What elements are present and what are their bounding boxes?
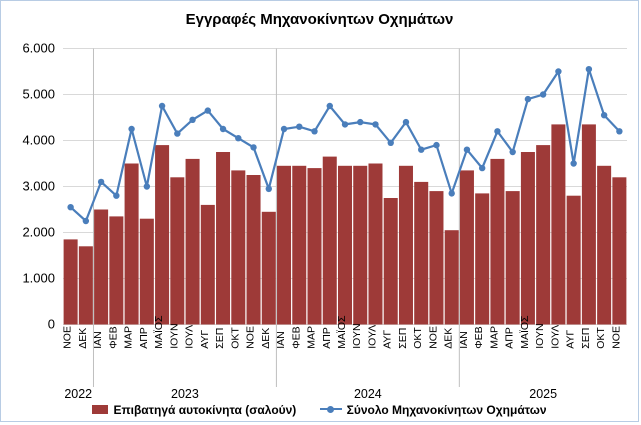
svg-text:ΙΑΝ: ΙΑΝ	[458, 331, 470, 349]
svg-text:ΔΕΚ: ΔΕΚ	[443, 328, 455, 349]
svg-text:ΔΕΚ: ΔΕΚ	[77, 328, 89, 349]
svg-text:ΙΟΥΝ: ΙΟΥΝ	[534, 323, 546, 348]
svg-text:ΜΑΡ: ΜΑΡ	[123, 326, 135, 349]
svg-text:ΑΠΡ: ΑΠΡ	[138, 327, 150, 349]
svg-text:3.000: 3.000	[22, 179, 55, 194]
svg-text:ΔΕΚ: ΔΕΚ	[260, 328, 272, 349]
svg-text:ΟΚΤ: ΟΚΤ	[412, 327, 424, 349]
svg-text:ΝΟΕ: ΝΟΕ	[610, 326, 622, 349]
svg-text:ΟΚΤ: ΟΚΤ	[229, 327, 241, 349]
svg-text:ΑΥΓ: ΑΥΓ	[565, 330, 577, 349]
svg-text:ΑΠΡ: ΑΠΡ	[504, 327, 516, 349]
svg-text:ΦΕΒ: ΦΕΒ	[107, 326, 119, 348]
svg-text:5.000: 5.000	[22, 87, 55, 102]
svg-text:2023: 2023	[171, 387, 199, 401]
svg-text:ΣΕΠ: ΣΕΠ	[580, 328, 592, 349]
svg-text:ΜΑΪΟΣ: ΜΑΪΟΣ	[519, 315, 531, 349]
svg-text:6.000: 6.000	[22, 41, 55, 56]
svg-text:ΑΥΓ: ΑΥΓ	[382, 330, 394, 349]
svg-text:ΜΑΡ: ΜΑΡ	[488, 326, 500, 349]
svg-text:ΑΥΓ: ΑΥΓ	[199, 330, 211, 349]
svg-text:ΣΕΠ: ΣΕΠ	[397, 328, 409, 349]
svg-text:4.000: 4.000	[22, 133, 55, 148]
svg-text:ΙΟΥΛ: ΙΟΥΛ	[184, 325, 196, 349]
svg-text:2025: 2025	[529, 387, 557, 401]
svg-text:ΙΑΝ: ΙΑΝ	[275, 331, 287, 349]
svg-text:ΜΑΪΟΣ: ΜΑΪΟΣ	[153, 315, 165, 349]
svg-text:ΟΚΤ: ΟΚΤ	[595, 327, 607, 349]
svg-text:ΦΕΒ: ΦΕΒ	[290, 326, 302, 348]
svg-text:2022: 2022	[64, 387, 92, 401]
svg-text:ΝΟΕ: ΝΟΕ	[427, 326, 439, 349]
svg-text:ΝΟΕ: ΝΟΕ	[62, 326, 74, 349]
svg-text:2.000: 2.000	[22, 225, 55, 240]
svg-text:1.000: 1.000	[22, 271, 55, 286]
svg-text:ΦΕΒ: ΦΕΒ	[473, 326, 485, 348]
svg-text:ΝΟΕ: ΝΟΕ	[245, 326, 257, 349]
svg-text:ΣΕΠ: ΣΕΠ	[214, 328, 226, 349]
svg-text:ΙΟΥΝ: ΙΟΥΝ	[351, 323, 363, 348]
svg-text:0: 0	[48, 317, 55, 332]
svg-text:2024: 2024	[354, 387, 382, 401]
svg-text:ΙΟΥΝ: ΙΟΥΝ	[168, 323, 180, 348]
svg-text:ΜΑΪΟΣ: ΜΑΪΟΣ	[336, 315, 348, 349]
svg-text:ΙΟΥΛ: ΙΟΥΛ	[549, 325, 561, 349]
svg-text:ΜΑΡ: ΜΑΡ	[306, 326, 318, 349]
svg-text:ΑΠΡ: ΑΠΡ	[321, 327, 333, 349]
svg-text:ΙΑΝ: ΙΑΝ	[92, 331, 104, 349]
svg-text:ΙΟΥΛ: ΙΟΥΛ	[366, 325, 378, 349]
